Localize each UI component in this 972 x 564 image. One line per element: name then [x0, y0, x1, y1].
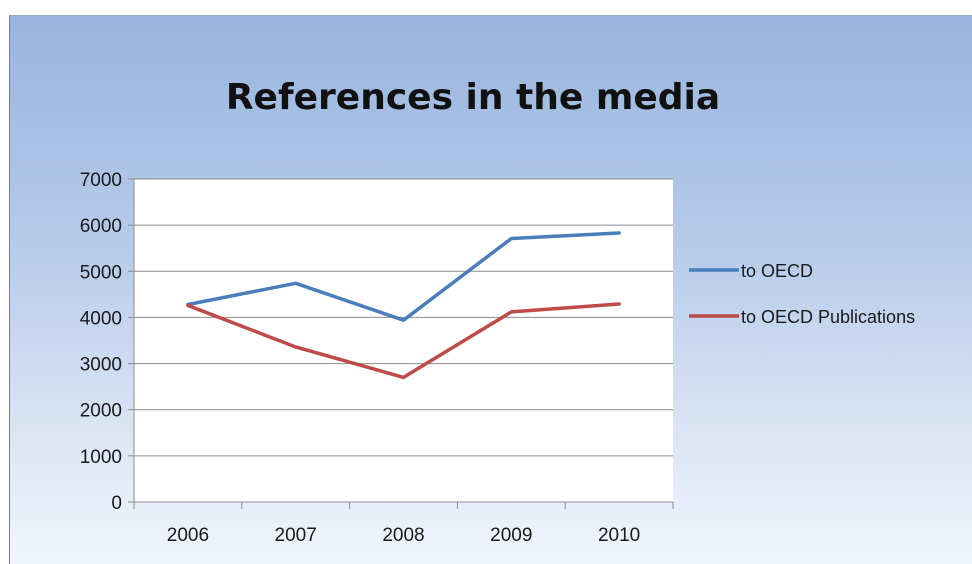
- y-tick-label: 5000: [80, 262, 122, 283]
- x-tick-label: 2009: [490, 525, 532, 546]
- y-tick-label: 7000: [80, 170, 122, 191]
- line-chart: References in the media 0 1000 2000 3000 400…: [10, 16, 972, 564]
- chart-area: References in the media 0 1000 2000 3000 400…: [9, 15, 972, 564]
- legend-label: to OECD Publications: [741, 307, 915, 327]
- chart-title: References in the media: [226, 77, 720, 118]
- y-tick-label: 4000: [80, 308, 122, 329]
- x-tick-label: 2006: [167, 525, 209, 546]
- legend-label: to OECD: [741, 261, 813, 281]
- legend: to OECD to OECD Publications: [689, 261, 915, 327]
- y-tick-label: 2000: [80, 401, 122, 422]
- x-tick-label: 2007: [275, 525, 317, 546]
- x-tick-label: 2008: [382, 525, 424, 546]
- y-tick-label: 3000: [80, 355, 122, 376]
- y-tick-label: 1000: [80, 447, 122, 468]
- y-tick-label: 0: [111, 493, 122, 514]
- y-tick-label: 6000: [80, 216, 122, 237]
- plot-area: [134, 179, 673, 502]
- x-tick-label: 2010: [598, 525, 640, 546]
